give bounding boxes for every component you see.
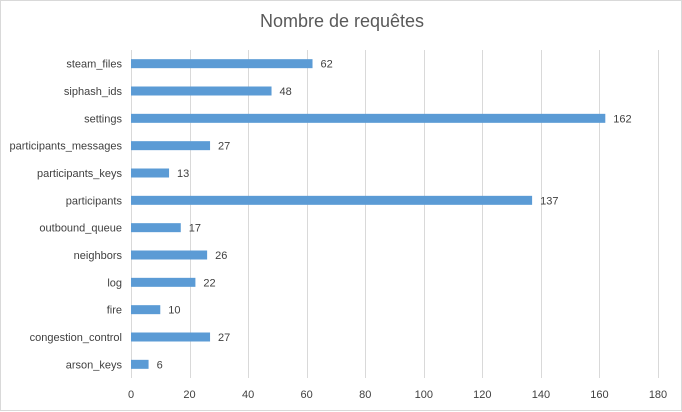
bar [131, 86, 272, 96]
data-label: 27 [218, 332, 230, 344]
data-label: 10 [168, 305, 180, 317]
bar [131, 223, 181, 233]
x-tick-label: 180 [649, 389, 667, 401]
data-label: 62 [321, 59, 333, 71]
x-tick-label: 140 [532, 389, 550, 401]
category-label: fire [107, 305, 122, 317]
bar [131, 332, 211, 342]
data-label: 137 [540, 195, 558, 207]
data-label: 27 [218, 141, 230, 153]
category-label: settings [84, 113, 122, 125]
x-tick-label: 160 [590, 389, 608, 401]
x-tick-label: 40 [242, 389, 254, 401]
data-label: 13 [177, 168, 189, 180]
x-tick-label: 80 [359, 389, 371, 401]
x-tick-label: 120 [473, 389, 491, 401]
category-label: log [107, 277, 122, 289]
category-label: participants_keys [37, 168, 122, 180]
chart-title: Nombre de requêtes [259, 11, 425, 31]
category-label: siphash_ids [64, 86, 123, 98]
x-tick-label: 60 [301, 389, 313, 401]
category-label: participants_messages [9, 141, 122, 153]
bar [131, 59, 313, 69]
category-label: steam_files [66, 59, 122, 71]
category-label: participants [66, 195, 123, 207]
data-label: 48 [280, 86, 292, 98]
bar [131, 250, 208, 260]
bar [131, 113, 606, 123]
data-label: 162 [613, 113, 631, 125]
bar [131, 168, 170, 178]
bar [131, 195, 533, 205]
data-label: 22 [203, 277, 215, 289]
bar [131, 141, 211, 151]
x-tick-label: 100 [415, 389, 433, 401]
bar [131, 305, 161, 315]
category-label: arson_keys [66, 359, 123, 371]
x-tick-label: 0 [128, 389, 134, 401]
category-label: congestion_control [30, 332, 122, 344]
data-label: 6 [157, 359, 163, 371]
category-label: neighbors [74, 250, 123, 262]
data-label: 26 [215, 250, 227, 262]
category-label: outbound_queue [39, 223, 122, 235]
data-label: 17 [189, 223, 201, 235]
bar [131, 359, 149, 369]
bar [131, 277, 196, 287]
x-tick-label: 20 [183, 389, 195, 401]
